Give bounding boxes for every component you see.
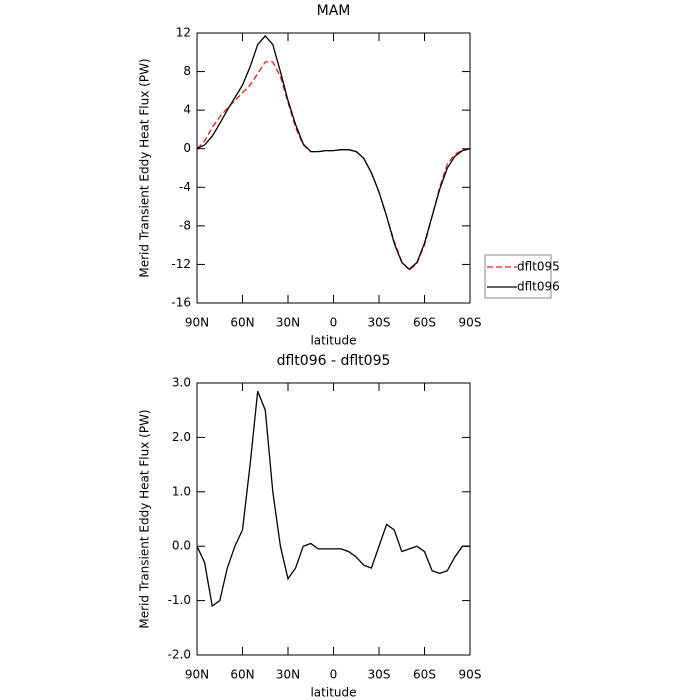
data-line	[196, 390, 470, 608]
x-axis-label: latitude	[310, 334, 356, 348]
chart-title: dflt096 - dflt095	[277, 353, 391, 369]
x-tick-label: 30S	[368, 316, 391, 330]
chart-title: MAM	[317, 3, 351, 19]
x-tick-label: 90S	[459, 316, 482, 330]
y-tick-label: 8	[183, 64, 191, 78]
legend-label: dflt096	[517, 280, 560, 294]
data-line	[196, 34, 471, 271]
x-tick-label: 30S	[368, 668, 391, 682]
legend-box	[484, 254, 552, 299]
x-tick-label: 60S	[413, 316, 436, 330]
y-tick-label: 4	[183, 103, 191, 117]
x-axis-label: latitude	[310, 686, 356, 700]
y-axis-label: Merid Transient Eddy Heat Flux (PW)	[138, 58, 152, 277]
y-tick-label: 12	[176, 26, 191, 40]
y-tick-label: 2.0	[172, 430, 191, 444]
x-tick-label: 90S	[459, 668, 482, 682]
y-tick-label: 1.0	[172, 484, 191, 498]
x-tick-label: 60N	[230, 316, 254, 330]
x-tick-label: 90N	[185, 668, 209, 682]
y-tick-label: -12	[171, 257, 191, 271]
x-tick-label: 0	[330, 668, 338, 682]
x-tick-label: 60S	[413, 668, 436, 682]
y-axis-label: Merid Transient Eddy Heat Flux (PW)	[138, 409, 152, 628]
y-tick-label: -8	[179, 218, 191, 232]
x-tick-label: 60N	[230, 668, 254, 682]
plot-frame	[196, 382, 471, 656]
y-tick-label: 3.0	[172, 376, 191, 390]
y-tick-label: -4	[179, 180, 191, 194]
x-tick-label: 0	[330, 316, 338, 330]
legend-label: dflt095	[517, 260, 560, 274]
y-tick-label: 0.0	[172, 539, 191, 553]
y-tick-label: 0	[183, 141, 191, 155]
plot-frame	[196, 32, 471, 304]
x-tick-label: 90N	[185, 316, 209, 330]
data-line	[196, 61, 471, 272]
y-tick-label: -2.0	[168, 648, 191, 662]
y-tick-label: -1.0	[168, 593, 191, 607]
x-tick-label: 30N	[276, 316, 300, 330]
x-tick-label: 30N	[276, 668, 300, 682]
y-tick-label: -16	[171, 296, 191, 310]
